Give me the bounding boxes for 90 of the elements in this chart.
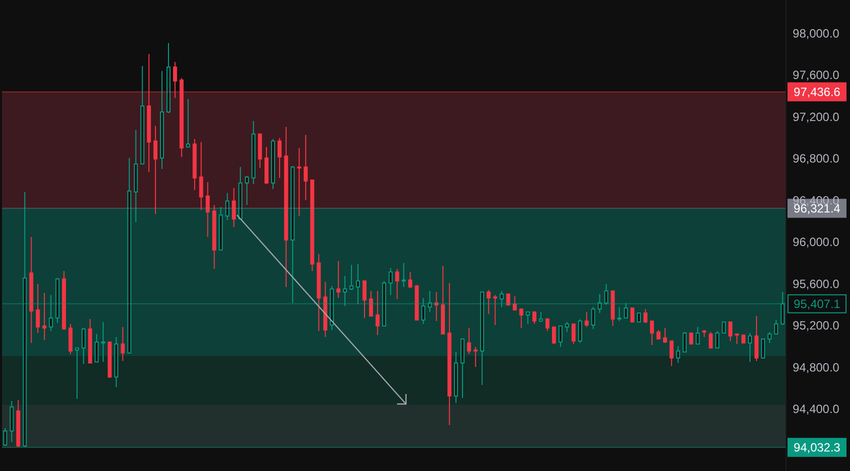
candlestick <box>604 283 608 306</box>
candlestick <box>722 321 726 334</box>
candlestick <box>474 346 478 368</box>
candlestick <box>696 326 700 345</box>
candlestick <box>486 290 491 315</box>
candlestick <box>186 98 190 148</box>
y-tick-label: 94,400.0 <box>792 402 840 416</box>
candlestick <box>774 319 778 334</box>
candlestick <box>434 292 438 322</box>
candlestick <box>342 276 347 306</box>
candlestick <box>761 338 766 358</box>
candlestick <box>624 302 628 319</box>
candlestick <box>101 321 106 362</box>
candlestick <box>663 328 668 344</box>
candlestick <box>545 318 550 332</box>
candlestick <box>558 325 563 348</box>
candlestick <box>408 271 412 288</box>
candlestick <box>676 345 680 364</box>
candlestick <box>120 326 125 362</box>
candlestick <box>768 332 772 344</box>
candlestick <box>500 290 504 308</box>
candlestick <box>206 182 210 238</box>
candlestick <box>388 267 393 296</box>
candlestick <box>395 268 400 300</box>
candlestick <box>493 294 498 326</box>
candlestick <box>532 311 536 324</box>
candlestick <box>153 125 158 214</box>
candlestick <box>754 316 759 362</box>
candlestick <box>94 333 99 362</box>
candlestick <box>225 192 230 221</box>
candlestick <box>421 297 426 324</box>
candlestick <box>630 307 634 322</box>
candlestick <box>244 175 249 206</box>
candlestick <box>349 264 354 291</box>
candlestick <box>297 147 302 216</box>
ref-line-label: 97,436.6 <box>794 84 841 99</box>
candlestick <box>670 340 674 367</box>
candlestick <box>232 187 236 228</box>
y-tick-label: 95,600.0 <box>792 276 840 291</box>
y-tick-label: 97,200.0 <box>792 110 840 124</box>
candlestick <box>598 293 602 314</box>
candlestick <box>3 427 8 447</box>
candlestick <box>708 332 713 348</box>
candlestick <box>369 290 374 317</box>
candlestick <box>336 260 340 298</box>
candlestick <box>199 142 204 211</box>
y-tick-label: 96,000.0 <box>792 235 840 250</box>
candlestick <box>526 311 530 324</box>
candlestick <box>650 320 654 346</box>
candlestick <box>565 321 570 332</box>
candlestick <box>748 332 752 362</box>
candlestick <box>467 328 472 355</box>
candlestick <box>75 347 80 400</box>
y-tick-label: 94,800.0 <box>792 360 840 374</box>
y-tick-label: 98,000.0 <box>792 26 840 40</box>
candlestick <box>48 294 53 332</box>
y-tick-label: 97,600.0 <box>792 68 840 82</box>
candlestick <box>584 311 589 328</box>
candlestick <box>728 321 732 342</box>
candlestick <box>682 332 687 352</box>
candlestick <box>356 264 360 305</box>
candlestick <box>376 290 380 336</box>
ref-line-label: 94,032.3 <box>794 440 841 454</box>
candlestick <box>552 326 556 345</box>
candlestick <box>617 306 622 322</box>
candlestick <box>304 134 308 200</box>
candlestick <box>173 62 178 98</box>
candlestick <box>689 332 694 345</box>
candlestick <box>402 262 406 288</box>
candlestick <box>428 290 432 312</box>
candlestick <box>512 295 517 310</box>
y-tick-label: 95,200.0 <box>792 318 840 333</box>
candlestick <box>42 292 46 341</box>
candlestick <box>715 330 720 348</box>
candlestick <box>538 311 543 322</box>
candlestick <box>572 323 576 345</box>
candlestick <box>519 308 524 329</box>
candlestick <box>578 318 582 344</box>
candlestick <box>82 328 86 364</box>
candlestick <box>780 292 785 326</box>
candlestick <box>36 283 40 334</box>
y-tick-label: 96,800.0 <box>792 152 840 166</box>
candlestick <box>278 137 282 178</box>
ref-line-label: 95,407.1 <box>794 296 841 311</box>
candlestick <box>362 280 367 319</box>
candlestick <box>506 293 510 306</box>
candlestick <box>643 308 648 324</box>
candlestick <box>68 323 73 355</box>
candlestick <box>734 333 739 345</box>
candlestick <box>591 306 596 330</box>
